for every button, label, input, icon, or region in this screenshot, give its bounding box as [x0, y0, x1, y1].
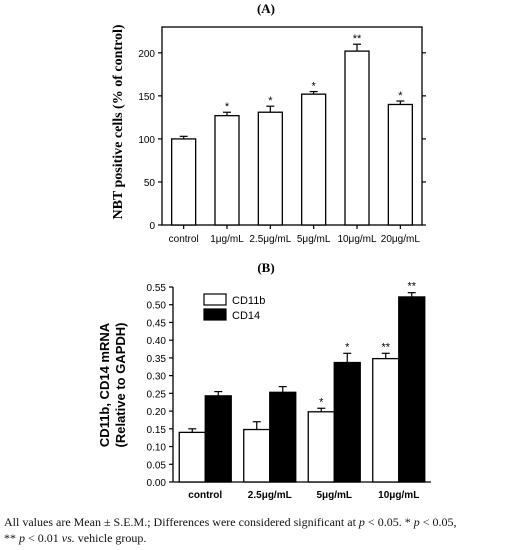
panel-a-significance-label: *: [312, 81, 317, 93]
panel-b-y-tick-label: 0.15: [147, 425, 167, 436]
panel-b-y-tick-label: 0.55: [147, 283, 167, 294]
panel-b-x-tick-label: 2.5μg/mL: [248, 490, 292, 501]
panel-b-y-tick-label: 0.40: [147, 336, 167, 347]
panel-b-bar-cd14: [398, 296, 426, 483]
panel-a-bar: [171, 138, 197, 226]
panel-b-bar-cd11b: [372, 357, 400, 483]
panel-b-significance-label: *: [319, 396, 324, 408]
panel-a: (A) NBT positive cells (% of control) 0 5…: [111, 1, 426, 245]
panel-b-axes: 0.00 0.05 0.10 0.15 0.20 0.25 0.30 0.35 0.40 0.45…: [147, 283, 431, 501]
panel-b-x-tick-label: 10μg/mL: [378, 490, 419, 501]
panel-a-x-tick-label: 20μg/mL: [381, 234, 421, 245]
panel-b-y-tick-label: 0.45: [147, 318, 167, 329]
panel-b-bar-cd14: [269, 391, 297, 483]
panel-b-legend: CD11b CD14: [203, 293, 265, 322]
caption-part-1: All values are Mean ± S.E.M.; Difference…: [4, 515, 359, 529]
panel-b-y-tick-label: 0.50: [147, 301, 167, 312]
panel-b: (B) CD11b, CD14 mRNA (Relative to GAPDH)…: [97, 260, 431, 501]
panel-b-y-tick-label: 0.35: [147, 354, 167, 365]
legend-label-cd14: CD14: [232, 310, 260, 322]
panel-b-x-tick-label: 5μg/mL: [316, 490, 352, 501]
panel-b-title: (B): [257, 260, 274, 275]
panel-b-y-axis-label-line1: CD11b, CD14 mRNA: [97, 322, 112, 447]
panel-a-x-tick-label: control: [169, 234, 199, 245]
panel-a-bars: ******: [171, 33, 413, 226]
panel-a-x-tick-label: 2.5μg/mL: [249, 234, 291, 245]
panel-b-significance-label: *: [345, 341, 350, 353]
panel-b-y-tick-label: 0.05: [147, 460, 167, 471]
panel-a-significance-label: **: [353, 33, 362, 45]
panel-b-y-axis-label-line2: (Relative to GAPDH): [113, 323, 128, 448]
caption-vs: vs.: [61, 531, 75, 545]
panel-a-significance-label: *: [225, 101, 230, 113]
panel-a-bar: [301, 93, 327, 226]
caption-part-2: < 0.05. *: [364, 515, 414, 529]
panel-b-y-tick-label: 0.25: [147, 389, 167, 400]
caption-p-2: p: [413, 515, 420, 529]
panel-b-x-tick-label: control: [188, 490, 222, 501]
panel-a-x-tick-label: 5μg/mL: [297, 234, 331, 245]
panel-b-bar-cd11b: [243, 428, 271, 483]
panel-b-bars: ** ****: [178, 281, 426, 483]
panel-a-y-tick-label: 200: [138, 49, 155, 60]
caption-part-6: vehicle group.: [74, 531, 147, 545]
panel-a-y-tick-label: 100: [138, 135, 155, 146]
panel-a-bar: [214, 115, 240, 226]
panel-b-y-tick-label: 0.00: [147, 478, 167, 489]
caption-part-4: **: [4, 531, 19, 545]
panel-a-y-tick-label: 50: [144, 178, 156, 189]
panel-b-bar-cd14: [333, 361, 361, 483]
panel-b-significance-label: **: [407, 281, 416, 293]
panel-b-bar-cd11b: [178, 431, 206, 483]
legend-swatch-cd11b: [203, 293, 227, 306]
panel-b-y-tick-label: 0.10: [147, 443, 167, 454]
legend-swatch-cd14: [203, 308, 227, 321]
panel-a-significance-label: *: [398, 90, 403, 102]
legend-label-cd11b: CD11b: [232, 295, 265, 307]
panel-a-axes: 0 50 100 150 200 control 1μg/mL 2.5μg/mL 5μg/mL 1…: [138, 26, 426, 245]
panel-a-x-tick-label: 10μg/mL: [337, 234, 377, 245]
caption-part-3: < 0.05,: [419, 515, 457, 529]
panel-b-y-tick-label: 0.30: [147, 372, 167, 383]
panel-a-bar: [344, 50, 370, 226]
panel-b-bar-cd11b: [307, 411, 335, 483]
caption-p-3: p: [19, 531, 25, 545]
panel-b-bar-cd14: [204, 395, 232, 483]
caption-part-5: < 0.01: [25, 531, 62, 545]
panel-b-y-tick-label: 0.20: [147, 407, 167, 418]
panel-a-y-tick-label: 150: [138, 92, 155, 103]
panel-a-y-axis-label: NBT positive cells (% of control): [111, 24, 126, 219]
panel-a-plot-frame: [161, 26, 423, 226]
panel-a-bar: [387, 103, 413, 226]
panel-a-title: (A): [257, 1, 275, 16]
panel-b-significance-label: **: [381, 341, 390, 353]
panel-a-significance-label: *: [268, 95, 273, 107]
caption-p-1: p: [358, 515, 365, 529]
figure-caption: All values are Mean ± S.E.M.; Difference…: [4, 514, 528, 546]
panel-a-bar: [257, 111, 283, 226]
panel-a-x-tick-label: 1μg/mL: [210, 234, 244, 245]
panel-a-y-tick-label: 0: [149, 221, 155, 232]
